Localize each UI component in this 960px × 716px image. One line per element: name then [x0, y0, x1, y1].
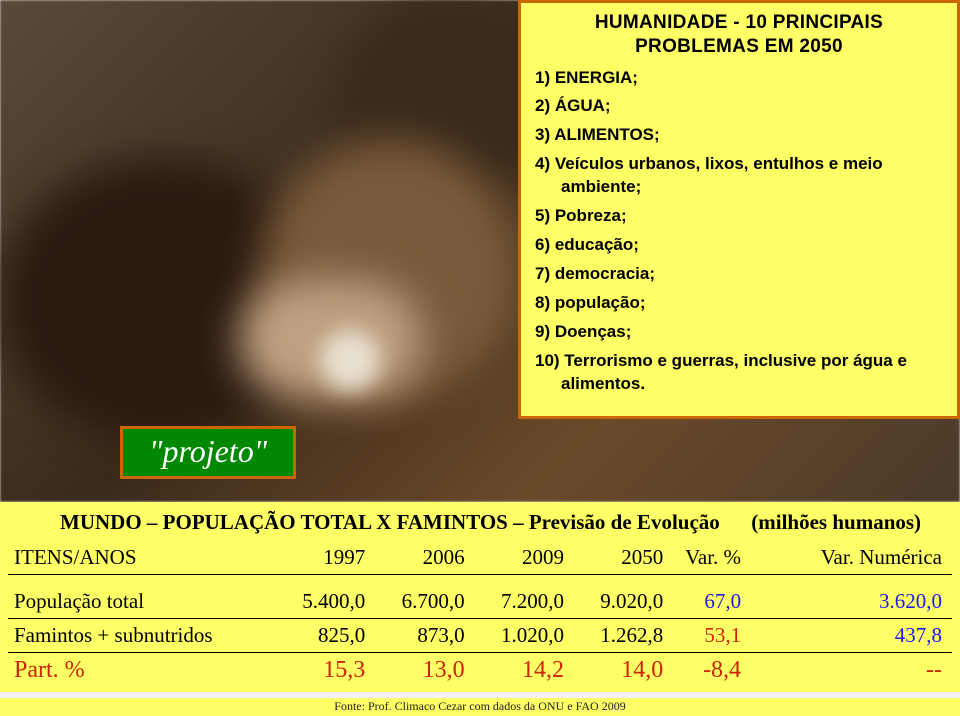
table-header-row: ITENS/ANOS 1997 2006 2009 2050 Var. % Va… [8, 541, 952, 575]
problem-item: 6) educação; [535, 234, 943, 257]
problem-item: 7) democracia; [535, 263, 943, 286]
table-row: Famintos + subnutridos 825,0 873,0 1.020… [8, 619, 952, 653]
row-name: População total [8, 575, 276, 619]
table-row-part: Part. % 15,3 13,0 14,2 14,0 -8,4 -- [8, 653, 952, 689]
table-row: População total 5.400,0 6.700,0 7.200,0 … [8, 575, 952, 619]
cell-varn: 437,8 [751, 619, 952, 653]
cell: 873,0 [375, 619, 474, 653]
cell: 14,0 [574, 653, 673, 689]
col-header: Var. % [673, 541, 751, 575]
cell-varp: -8,4 [673, 653, 751, 689]
cell-varp: 53,1 [673, 619, 751, 653]
problem-item: 3) ALIMENTOS; [535, 124, 943, 147]
cell: 825,0 [276, 619, 375, 653]
cell: 1.262,8 [574, 619, 673, 653]
problem-item: 9) Doenças; [535, 321, 943, 344]
table-title-main: MUNDO – POPULAÇÃO TOTAL X FAMINTOS – Pre… [60, 510, 720, 534]
problems-box: HUMANIDADE - 10 PRINCIPAIS PROBLEMAS EM … [518, 0, 960, 419]
row-name: Famintos + subnutridos [8, 619, 276, 653]
col-header: 2050 [574, 541, 673, 575]
cell: 6.700,0 [375, 575, 474, 619]
row-name: Part. % [8, 653, 276, 689]
table-title: MUNDO – POPULAÇÃO TOTAL X FAMINTOS – Pre… [8, 506, 952, 541]
cell: 7.200,0 [475, 575, 574, 619]
cell: 15,3 [276, 653, 375, 689]
projeto-badge: "projeto" [120, 426, 296, 479]
data-table: ITENS/ANOS 1997 2006 2009 2050 Var. % Va… [8, 541, 952, 688]
col-header: Var. Numérica [751, 541, 952, 575]
col-header: 1997 [276, 541, 375, 575]
problem-item: 4) Veículos urbanos, lixos, entulhos e m… [535, 153, 943, 199]
problem-item: 1) ENERGIA; [535, 67, 943, 90]
cell: 9.020,0 [574, 575, 673, 619]
table-band: MUNDO – POPULAÇÃO TOTAL X FAMINTOS – Pre… [0, 502, 960, 692]
problem-item: 5) Pobreza; [535, 205, 943, 228]
problems-title: HUMANIDADE - 10 PRINCIPAIS PROBLEMAS EM … [535, 11, 943, 59]
cell: 14,2 [475, 653, 574, 689]
problem-item: 2) ÁGUA; [535, 95, 943, 118]
problems-title-line1: HUMANIDADE - 10 PRINCIPAIS [595, 12, 883, 33]
cell: 13,0 [375, 653, 474, 689]
col-header: ITENS/ANOS [8, 541, 276, 575]
projeto-badge-label: "projeto" [149, 433, 267, 469]
source-footer: Fonte: Prof. Climaco Cezar com dados da … [0, 698, 960, 716]
cell: 1.020,0 [475, 619, 574, 653]
problems-title-line2: PROBLEMAS EM 2050 [635, 36, 843, 57]
cell: 5.400,0 [276, 575, 375, 619]
cell-varn: -- [751, 653, 952, 689]
col-header: 2006 [375, 541, 474, 575]
problem-item: 8) população; [535, 292, 943, 315]
cell-varn: 3.620,0 [751, 575, 952, 619]
table-title-right: (milhões humanos) [751, 510, 921, 534]
problem-item: 10) Terrorismo e guerras, inclusive por … [535, 350, 943, 396]
cell-varp: 67,0 [673, 575, 751, 619]
col-header: 2009 [475, 541, 574, 575]
